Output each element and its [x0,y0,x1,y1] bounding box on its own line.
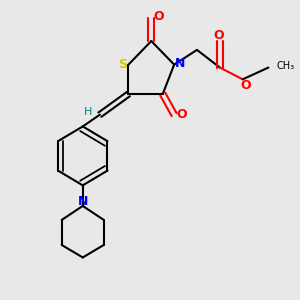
Text: N: N [78,195,88,208]
Text: O: O [213,29,224,42]
Text: O: O [240,79,251,92]
Text: H: H [84,107,93,117]
Text: CH₃: CH₃ [277,61,295,71]
Text: S: S [118,58,127,71]
Text: O: O [176,108,187,121]
Text: O: O [153,10,164,22]
Text: N: N [175,57,185,70]
